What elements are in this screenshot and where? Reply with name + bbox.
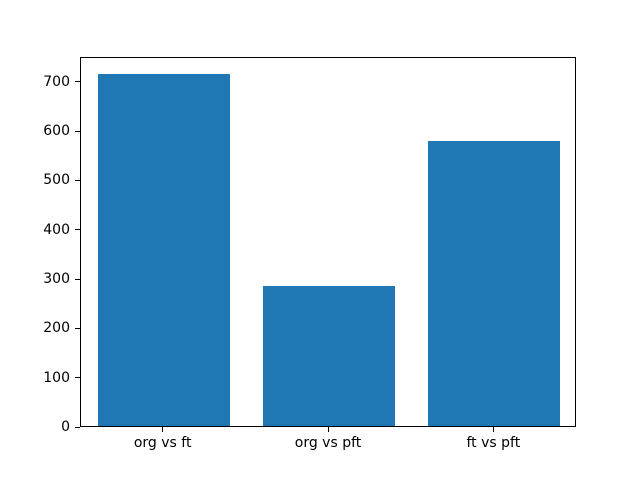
y-tick-label: 600: [43, 123, 70, 139]
bar-ft-vs-pft: [428, 141, 561, 426]
y-tick-mark: [75, 426, 80, 428]
y-tick-label: 0: [61, 419, 70, 435]
x-tick-label: ft vs pft: [466, 435, 521, 451]
y-tick-mark: [75, 130, 80, 132]
x-tick-mark: [327, 427, 329, 432]
x-tick-mark: [162, 427, 164, 432]
y-tick-label: 400: [43, 221, 70, 238]
y-tick-label: 500: [43, 172, 70, 189]
y-tick-mark: [75, 327, 80, 329]
y-tick-mark: [75, 179, 80, 181]
x-tick-label: org vs ft: [133, 435, 192, 451]
y-tick-mark: [75, 229, 80, 231]
bar-org-vs-ft: [97, 74, 230, 426]
y-tick-label: 700: [43, 73, 70, 90]
y-tick-label: 100: [43, 369, 70, 386]
y-tick-mark: [75, 81, 80, 83]
y-tick-mark: [75, 278, 80, 280]
x-tick-mark: [492, 427, 494, 432]
x-tick-label: org vs pft: [294, 435, 362, 451]
y-tick-label: 300: [43, 271, 70, 287]
plot-area: [80, 57, 576, 427]
y-tick-mark: [75, 377, 80, 379]
y-tick-label: 200: [43, 320, 70, 337]
bar-org-vs-pft: [262, 286, 396, 426]
